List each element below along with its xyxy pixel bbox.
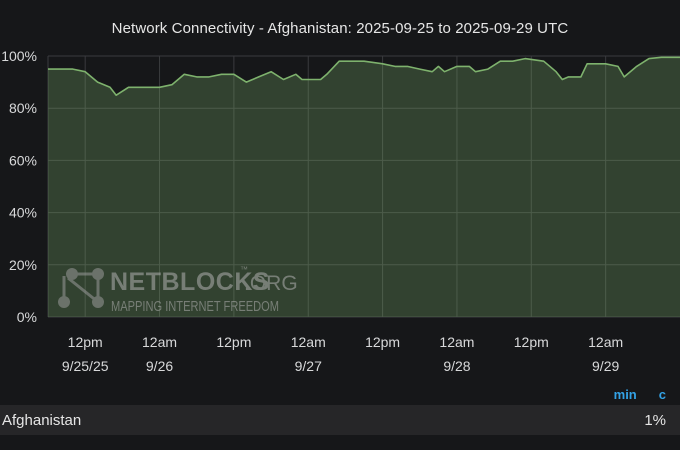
netblocks-watermark: NETBLOCKS ™ .ORG MAPPING INTERNET FREEDO… bbox=[58, 265, 298, 315]
x-tick-label: 12pm bbox=[216, 334, 251, 350]
x-axis-ticks: 12pm 9/25/25 12am 9/26 12pm 12am 9/27 12pm 12am 9… bbox=[62, 334, 623, 374]
y-tick-label: 20% bbox=[9, 257, 37, 273]
legend-series-min: 1% bbox=[644, 412, 666, 429]
legend-col-current[interactable]: c bbox=[658, 387, 666, 402]
x-tick-date-label: 9/26 bbox=[146, 358, 173, 374]
x-tick-label: 12pm bbox=[68, 334, 103, 350]
y-tick-label: 60% bbox=[9, 152, 37, 168]
grid bbox=[47, 55, 680, 318]
y-tick-label: 80% bbox=[9, 100, 37, 116]
series-area-fill bbox=[48, 57, 680, 318]
x-tick-label: 12pm bbox=[365, 334, 400, 350]
series-line bbox=[48, 56, 680, 96]
chart-title: Network Connectivity - Afghanistan: 2025… bbox=[111, 20, 569, 37]
x-tick-date-label: 9/27 bbox=[295, 358, 322, 374]
connectivity-chart: NETBLOCKS ™ .ORG MAPPING INTERNET FREEDO… bbox=[1, 48, 680, 374]
y-tick-label: 100% bbox=[1, 48, 37, 64]
x-tick-label: 12am bbox=[439, 334, 474, 350]
x-tick-date-label: 9/25/25 bbox=[62, 358, 109, 374]
y-tick-label: 0% bbox=[17, 309, 37, 325]
legend-row[interactable]: Afghanistan 1% bbox=[0, 405, 680, 435]
watermark-tm: ™ bbox=[240, 265, 248, 274]
x-tick-label: 12am bbox=[291, 334, 326, 350]
watermark-brand: NETBLOCKS bbox=[110, 268, 270, 296]
x-tick-label: 12am bbox=[142, 334, 177, 350]
x-tick-label: 12am bbox=[588, 334, 623, 350]
watermark-tagline: MAPPING INTERNET FREEDOM bbox=[111, 299, 279, 315]
x-tick-label: 12pm bbox=[514, 334, 549, 350]
watermark-tld: .ORG bbox=[244, 272, 298, 295]
netblocks-logo-icon bbox=[58, 268, 104, 308]
legend-col-min[interactable]: min bbox=[613, 387, 637, 402]
legend-header: min c bbox=[592, 387, 666, 402]
y-tick-label: 40% bbox=[9, 205, 37, 221]
legend-series-name[interactable]: Afghanistan bbox=[2, 412, 82, 429]
x-tick-date-label: 9/29 bbox=[592, 358, 619, 374]
y-axis-ticks: 0% 20% 40% 60% 80% 100% bbox=[1, 48, 37, 325]
x-tick-date-label: 9/28 bbox=[443, 358, 470, 374]
series-area-layer bbox=[48, 56, 680, 318]
